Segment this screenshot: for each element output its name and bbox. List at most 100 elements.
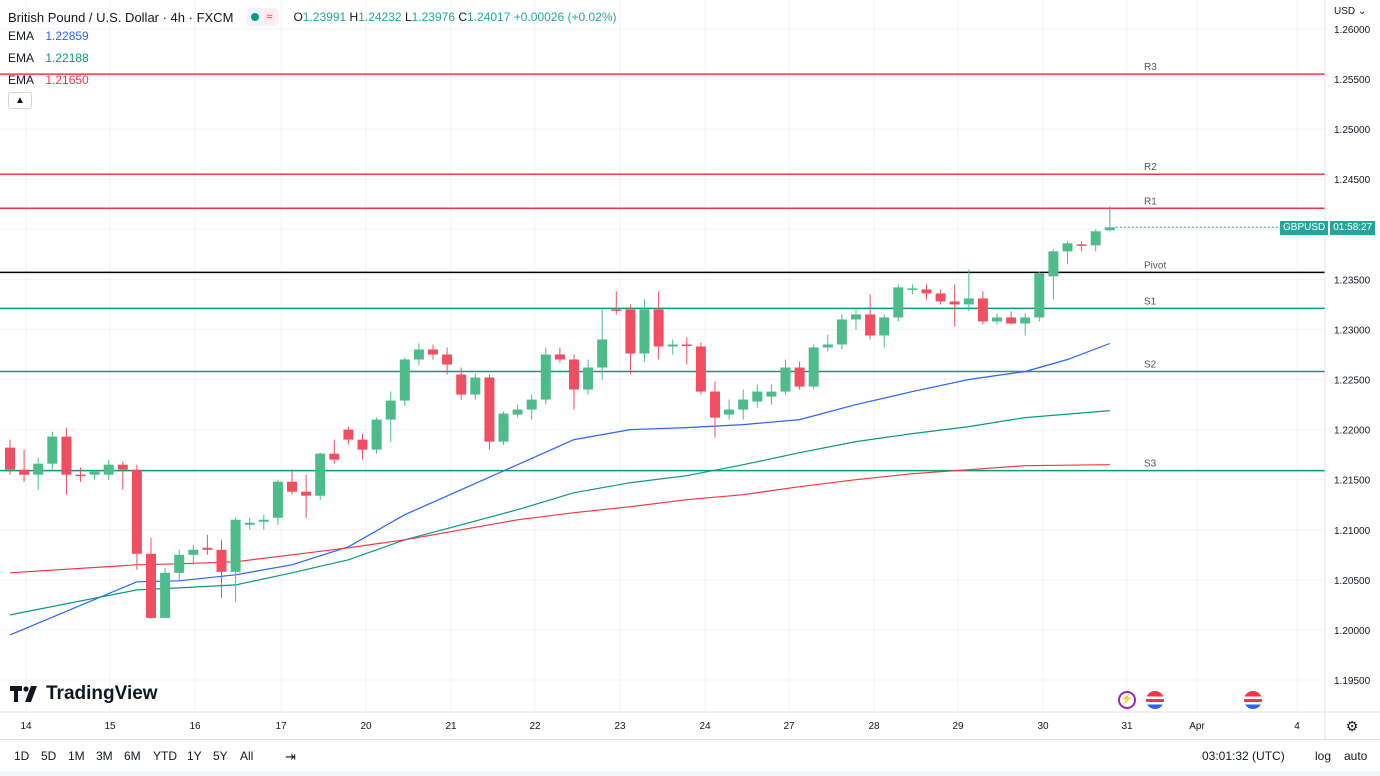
- candle-body: [667, 344, 678, 347]
- candle: [992, 313, 1002, 325]
- candle-body: [188, 549, 199, 555]
- candle: [780, 359, 791, 395]
- candle: [865, 294, 876, 340]
- candle: [47, 431, 58, 470]
- candle: [428, 344, 438, 360]
- brand-name: TradingView: [46, 683, 158, 704]
- candle: [1034, 271, 1045, 322]
- y-tick-label: 1.26000: [1334, 25, 1371, 36]
- x-tick-label: 30: [1037, 721, 1049, 732]
- candle-body: [893, 287, 904, 318]
- pivot-levels: R3 R2 R1 Pivot S1 S2 S3: [0, 62, 1325, 472]
- candle-body: [287, 481, 297, 492]
- range-1y-button[interactable]: 1Y: [187, 749, 202, 763]
- range-1d-button[interactable]: 1D: [14, 749, 30, 763]
- candle: [681, 337, 692, 365]
- range-5y-button[interactable]: 5Y: [213, 749, 228, 763]
- tradingview-logo[interactable]: TradingView: [10, 683, 158, 705]
- ema-lines: [9, 342, 1111, 636]
- candle: [710, 381, 720, 438]
- candle-body: [61, 436, 72, 475]
- candle: [1020, 313, 1031, 336]
- range-3m-button[interactable]: 3M: [96, 749, 113, 763]
- candle-body: [89, 471, 100, 475]
- level-label-r2: R2: [1144, 162, 1157, 173]
- bottom-strip: [0, 771, 1380, 776]
- market-status-pill[interactable]: ≈: [247, 8, 280, 26]
- indicator-ema-3[interactable]: EMA 1.21650: [8, 73, 89, 87]
- candle-body: [935, 293, 946, 302]
- market-open-icon: [251, 13, 260, 21]
- x-tick-label: 29: [952, 721, 964, 732]
- candle: [456, 367, 467, 400]
- candle-body: [851, 314, 861, 320]
- range-ytd-button[interactable]: YTD: [153, 749, 177, 763]
- price-tag-countdown: 01:58:27: [1330, 221, 1376, 235]
- candle: [569, 354, 579, 410]
- ema-line-2: [9, 410, 1110, 616]
- candle: [413, 343, 424, 366]
- candle-body: [230, 519, 241, 572]
- candle: [851, 309, 861, 330]
- candle: [484, 374, 495, 450]
- candle: [216, 539, 227, 598]
- currency-selector[interactable]: USD ⌄: [1334, 6, 1367, 17]
- candle: [794, 361, 805, 390]
- x-tick-label: 24: [699, 721, 711, 732]
- candle: [836, 314, 847, 350]
- y-tick-label: 1.23500: [1334, 275, 1371, 286]
- candle: [977, 291, 988, 325]
- utc-clock[interactable]: 03:01:32 (UTC): [1202, 749, 1285, 763]
- bottom-toolbar: 1D 5D 1M 3M 6M YTD 1Y 5Y All ⇥ 03:01:32 …: [0, 739, 1380, 772]
- candle: [639, 299, 650, 362]
- candle-body: [921, 289, 932, 294]
- level-label-s3: S3: [1144, 459, 1157, 470]
- us-flag-event-icon-2[interactable]: [1244, 691, 1262, 709]
- candle: [766, 384, 777, 405]
- y-tick-label: 1.19500: [1334, 676, 1371, 687]
- y-tick-label: 1.20500: [1334, 576, 1371, 587]
- indicator-ema-2[interactable]: EMA 1.22188: [8, 51, 89, 65]
- candle: [399, 357, 410, 406]
- candle-body: [681, 344, 692, 346]
- candle: [667, 339, 678, 355]
- lightning-event-icon[interactable]: ⚡: [1118, 691, 1136, 709]
- candle-body: [907, 288, 918, 290]
- range-5d-button[interactable]: 5D: [41, 749, 57, 763]
- x-tick-label: 15: [104, 721, 116, 732]
- candle: [625, 304, 636, 375]
- candle: [879, 314, 890, 348]
- change-value: +0.00026 (+0.02%): [513, 10, 617, 24]
- candle: [117, 461, 128, 490]
- range-6m-button[interactable]: 6M: [124, 749, 141, 763]
- candle: [5, 439, 15, 475]
- candle-body: [738, 399, 749, 410]
- candle-body: [822, 344, 833, 348]
- candle-body: [808, 347, 819, 387]
- us-flag-event-icon[interactable]: [1146, 691, 1164, 709]
- range-1m-button[interactable]: 1M: [68, 749, 85, 763]
- auto-scale-button[interactable]: auto: [1344, 749, 1368, 763]
- level-label-pivot: Pivot: [1144, 260, 1166, 271]
- candle: [597, 309, 608, 380]
- candle-body: [1104, 227, 1115, 231]
- candle: [512, 404, 523, 418]
- candle-body: [695, 346, 706, 392]
- candle: [554, 347, 565, 363]
- candle-body: [329, 453, 340, 460]
- y-tick-label: 1.20000: [1334, 626, 1371, 637]
- indicator-ema-1[interactable]: EMA 1.22859: [8, 29, 89, 43]
- log-scale-button[interactable]: log: [1315, 749, 1332, 763]
- candle: [19, 449, 30, 482]
- symbol-title[interactable]: British Pound / U.S. Dollar · 4h · FXCM: [8, 9, 234, 25]
- candle: [893, 284, 904, 322]
- y-tick-label: 1.25000: [1334, 125, 1371, 136]
- candle: [470, 373, 481, 400]
- candle: [752, 384, 763, 408]
- date-range-icon[interactable]: ⇥: [285, 749, 296, 764]
- candle-body: [752, 391, 763, 402]
- collapse-legend-button[interactable]: ▲: [8, 92, 32, 109]
- y-tick-label: 1.22000: [1334, 426, 1371, 437]
- range-all-button[interactable]: All: [240, 749, 254, 763]
